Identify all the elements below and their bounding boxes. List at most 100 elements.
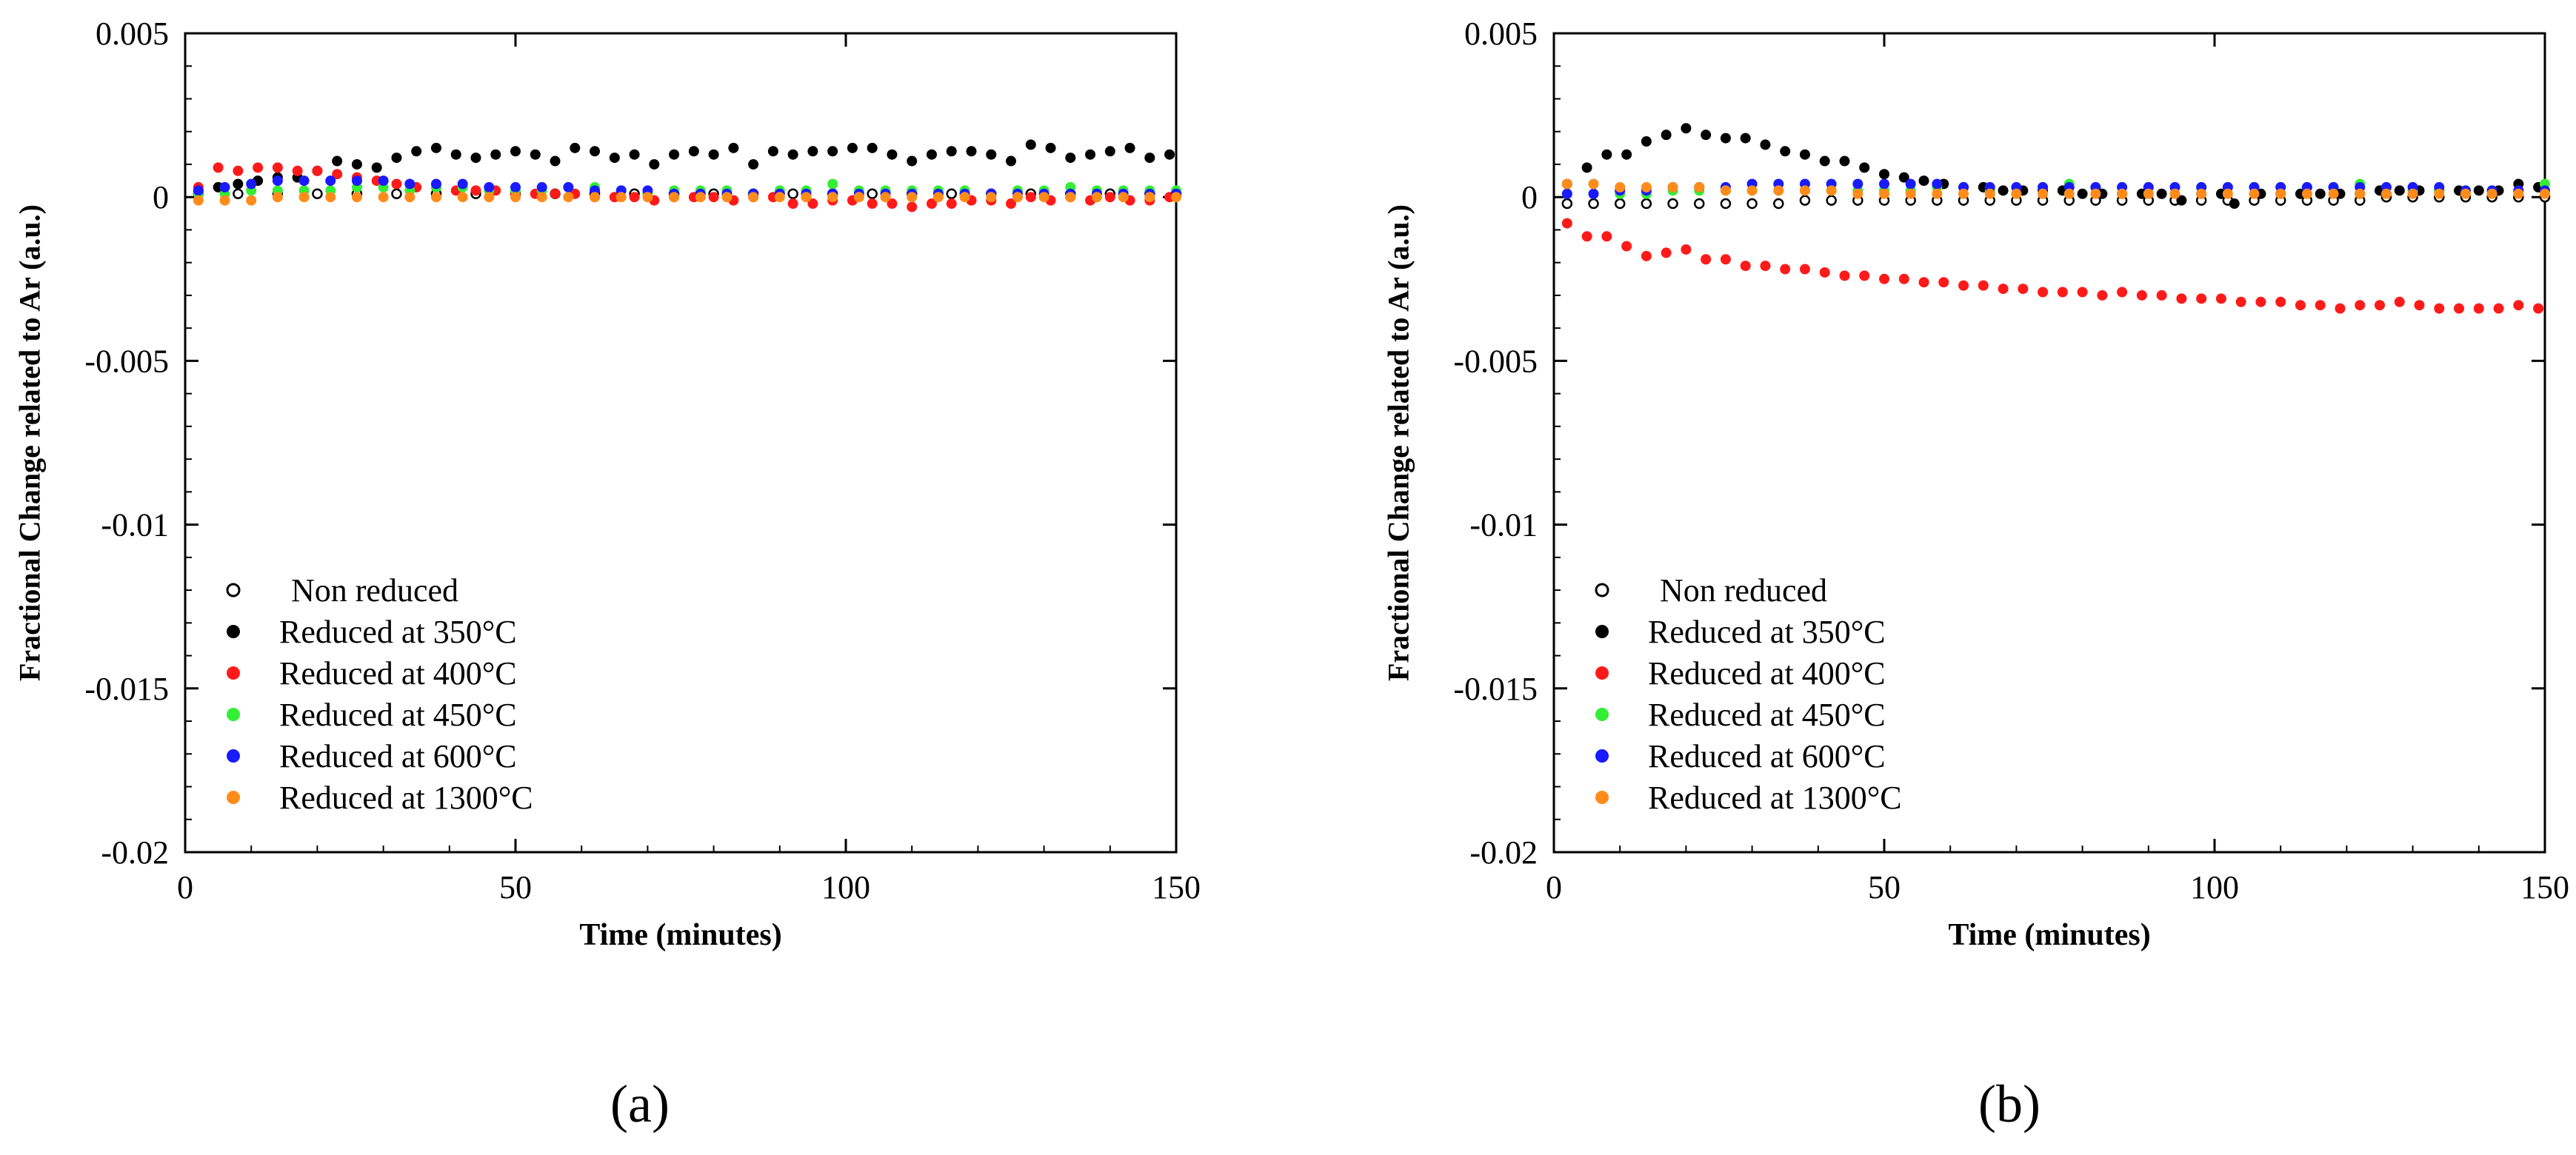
data-point — [2077, 287, 2088, 298]
data-point — [1918, 277, 1929, 288]
data-point — [787, 198, 798, 210]
data-point — [2380, 188, 2392, 199]
chart-panel-b: 0 50 100 150 0.005 0 -0.005 -0.01 -0.015 -0.02 Tim… — [1382, 16, 2570, 952]
data-point — [1641, 181, 1652, 192]
data-point — [404, 192, 416, 203]
x-axis-label: Time (minutes) — [1948, 918, 2150, 952]
legend-marker — [1595, 666, 1609, 680]
legend-label: Reduced at 450°C — [1648, 697, 1886, 733]
data-point — [1588, 198, 1599, 210]
data-point — [2117, 188, 2128, 199]
data-point — [2328, 188, 2339, 199]
data-point — [853, 192, 864, 203]
data-point — [1025, 139, 1036, 150]
data-point — [2222, 188, 2233, 199]
data-point — [695, 192, 706, 203]
data-point — [371, 162, 382, 173]
data-point — [801, 192, 812, 203]
data-point — [430, 192, 441, 203]
data-point — [1601, 149, 1612, 160]
data-point — [563, 192, 574, 203]
data-point — [932, 192, 944, 203]
legend-label: Non reduced — [1660, 572, 1827, 609]
legend-marker — [1595, 625, 1609, 638]
data-point — [1681, 123, 1692, 134]
data-point — [1561, 198, 1573, 210]
data-point — [1799, 185, 1810, 196]
data-point — [1905, 188, 1916, 199]
data-point — [1701, 254, 1712, 265]
data-point — [2169, 188, 2180, 199]
data-point — [233, 178, 244, 190]
data-point — [1760, 261, 1771, 272]
legend-label: Reduced at 1300°C — [1648, 780, 1902, 816]
data-point — [2038, 287, 2049, 298]
y-tick-label: 0.005 — [1464, 16, 1538, 52]
data-point — [2229, 198, 2240, 210]
data-point — [774, 192, 785, 203]
data-point — [926, 149, 937, 160]
y-axis-label: Fractional Change related to Ar (a.u.) — [1382, 204, 1415, 681]
data-point — [1006, 155, 1016, 167]
data-point — [2077, 188, 2088, 199]
data-point — [1701, 130, 1712, 141]
data-point — [1601, 231, 1612, 242]
data-point — [570, 142, 581, 153]
data-point — [2176, 195, 2187, 206]
data-point — [457, 178, 468, 190]
data-point — [1144, 192, 1155, 203]
data-point — [2434, 303, 2445, 314]
legend-label: Reduced at 600°C — [279, 738, 517, 774]
data-point — [2143, 188, 2154, 199]
data-point — [219, 181, 230, 192]
y-tick-label: -0.02 — [1469, 834, 1538, 871]
data-point — [1065, 153, 1076, 164]
data-point — [351, 158, 362, 170]
data-point — [1065, 192, 1076, 203]
data-point — [907, 192, 918, 203]
data-point — [1124, 142, 1135, 153]
data-point — [827, 192, 838, 203]
data-point — [1164, 149, 1175, 160]
data-point — [351, 192, 362, 203]
data-point — [590, 192, 601, 203]
data-point — [1879, 273, 1889, 284]
data-point — [1938, 277, 1949, 288]
data-point — [629, 192, 640, 203]
data-point — [2394, 185, 2405, 196]
data-point — [629, 149, 640, 160]
data-point — [1773, 185, 1784, 196]
data-point — [2063, 188, 2075, 199]
data-point — [887, 149, 898, 160]
legend-label: Reduced at 1300°C — [279, 780, 533, 816]
data-point — [253, 162, 264, 173]
y-axis-label: Fractional Change related to Ar (a.u.) — [13, 204, 47, 681]
y-tick-label: 0 — [153, 179, 169, 215]
data-point — [2315, 300, 2326, 311]
data-point — [193, 195, 204, 206]
data-point — [615, 192, 627, 203]
data-point — [1693, 198, 1705, 210]
data-point — [721, 192, 733, 203]
data-point — [510, 146, 521, 157]
data-point — [1561, 178, 1572, 190]
data-point — [748, 192, 759, 203]
legend-marker — [227, 791, 240, 804]
data-point — [926, 198, 937, 210]
data-point — [1720, 185, 1731, 196]
data-point — [325, 175, 336, 187]
data-point — [1621, 241, 1632, 252]
data-point — [2156, 188, 2167, 199]
data-point — [2454, 303, 2465, 314]
data-point — [1104, 192, 1115, 203]
data-point — [1918, 175, 1929, 187]
data-point — [907, 155, 918, 167]
data-point — [946, 188, 957, 200]
data-point — [233, 188, 244, 200]
data-point — [193, 185, 204, 196]
data-point — [1581, 231, 1592, 242]
data-point — [411, 146, 422, 157]
data-point — [708, 192, 719, 203]
data-point — [404, 178, 416, 190]
